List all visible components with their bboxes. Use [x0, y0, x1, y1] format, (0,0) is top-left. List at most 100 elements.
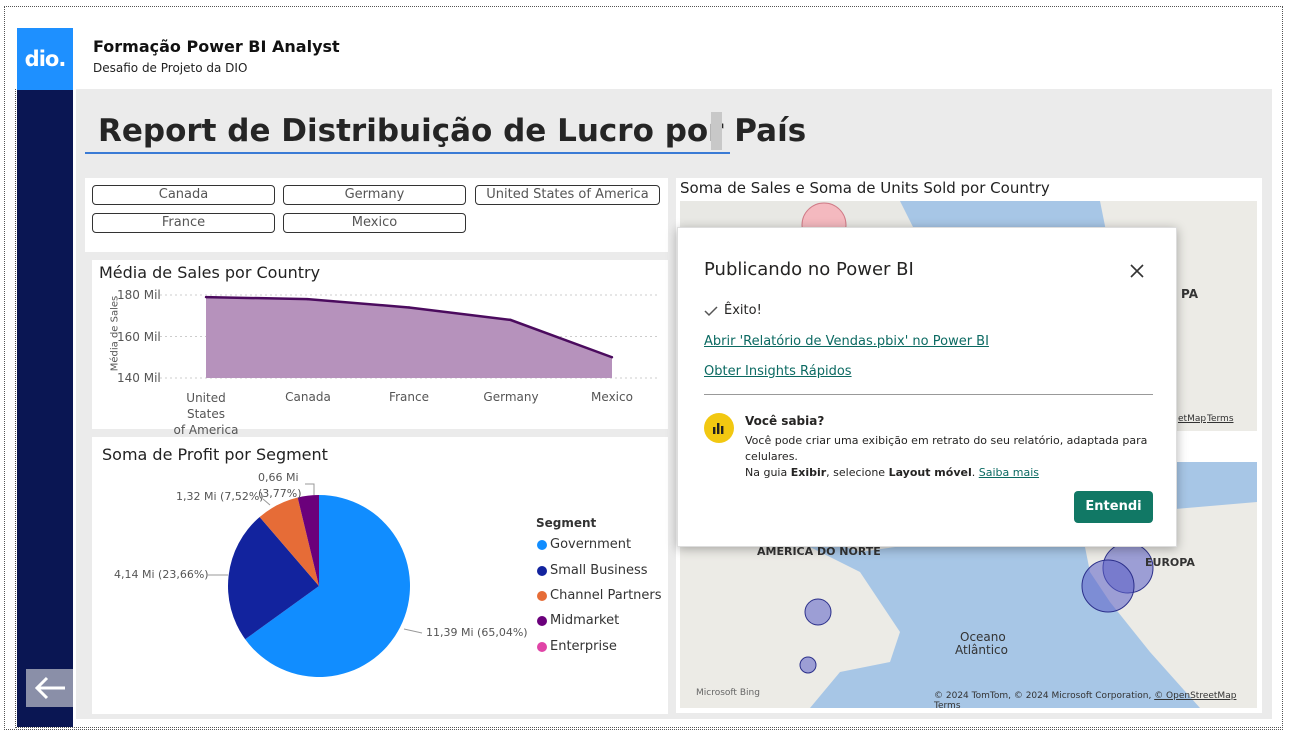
legend-title: Segment [536, 516, 597, 530]
x-tick-usa: United States of America [166, 390, 246, 438]
tip-exibir: Exibir [790, 466, 827, 479]
legend-item-smallbiz[interactable]: Small Business [537, 563, 648, 578]
data-point-4 [610, 356, 614, 359]
success-text: Êxito! [724, 303, 762, 318]
quick-insights-link[interactable]: Obter Insights Rápidos [704, 364, 852, 379]
tip-line-3: Na guia Exibir, selecione Layout móvel. … [745, 465, 1155, 481]
close-icon [1130, 264, 1144, 278]
map-attribution: © 2024 TomTom, © 2024 Microsoft Corporat… [934, 691, 1257, 708]
tip-line-2: celulares. [745, 450, 798, 463]
x-tick-canada: Canada [285, 390, 331, 404]
dio-logo: dio. [17, 28, 73, 90]
legend-item-enterprise[interactable]: Enterprise [537, 639, 617, 654]
tip-line-3-mid: , selecione [826, 466, 889, 479]
slicer-item-canada[interactable]: Canada [92, 185, 275, 205]
tip-icon [704, 413, 734, 443]
legend-item-channel[interactable]: Channel Partners [537, 588, 662, 603]
data-point-3 [509, 318, 512, 322]
pie-label-midmarket-2: (3,77%) [258, 487, 302, 500]
y-tick-180: 180 Mil [117, 288, 161, 302]
tip-line-1: Você pode criar uma exibição em retrato … [745, 434, 1148, 447]
pie-plot [208, 483, 423, 677]
report-frame [15, 89, 1283, 728]
dialog-divider [704, 394, 1153, 395]
legend-item-government[interactable]: Government [537, 537, 631, 552]
x-tick-mexico: Mexico [591, 390, 633, 404]
pie-leader-3 [305, 483, 315, 495]
legend-label-smallbiz: Small Business [550, 563, 648, 578]
map-label-europa-top: PA [1181, 287, 1198, 301]
slicer-item-germany[interactable]: Germany [283, 185, 466, 205]
logo-text: dio. [24, 47, 67, 71]
map-label-ocean-1: Oceano [960, 630, 1006, 644]
map-title: Soma de Sales e Soma de Units Sold por C… [680, 179, 1050, 197]
data-point-2 [407, 306, 411, 309]
map-attribution-text: © 2024 TomTom, © 2024 Microsoft Corporat… [934, 691, 1152, 701]
phone-chart-icon [713, 423, 724, 434]
dialog-title: Publicando no Power BI [704, 259, 914, 280]
slicer-item-usa[interactable]: United States of America [475, 185, 660, 205]
pie-title: Soma de Profit por Segment [102, 445, 328, 464]
slicer-item-mexico[interactable]: Mexico [283, 213, 466, 233]
close-button[interactable] [1127, 261, 1147, 281]
report-title: Report de Distribuição de Lucro por País [98, 113, 807, 149]
pie-slice-midmarket [297, 495, 319, 586]
app-title: Formação Power BI Analyst [93, 37, 340, 56]
map-label-north-america: AMÉRICA DO NORTE [757, 545, 881, 558]
got-it-button[interactable]: Entendi [1074, 491, 1153, 523]
pie-slice-small-business [227, 517, 319, 640]
sidebar [17, 28, 73, 727]
legend-dot-channel [537, 590, 547, 601]
tip-body: Você pode criar uma exibição em retrato … [745, 433, 1155, 481]
area-fill [206, 297, 612, 378]
data-point-1 [306, 297, 309, 301]
avg-sales-title: Média de Sales por Country [99, 263, 321, 282]
country-slicer: Canada Germany United States of America … [85, 178, 668, 252]
legend-dot-midmarket [537, 615, 547, 626]
map-label-europa: EUROPA [1145, 556, 1195, 569]
pie-label-channel: 1,32 Mi (7,52%) [176, 490, 264, 503]
learn-more-link[interactable]: Saiba mais [978, 466, 1039, 479]
pie-leader-2 [262, 498, 271, 506]
slicer-item-france[interactable]: France [92, 213, 275, 233]
checkmark-icon [704, 305, 718, 316]
pie-label-government: 11,39 Mi (65,04%) [426, 626, 528, 639]
legend-label-government: Government [550, 537, 632, 552]
osm-link[interactable]: © OpenStreetMap [1154, 691, 1237, 701]
tip-layout: Layout móvel [888, 466, 972, 479]
back-button[interactable] [26, 669, 73, 707]
pie-slice-channel-partners [259, 497, 319, 586]
tip-line-3-dot: . [971, 466, 976, 479]
success-row: Êxito! [704, 303, 762, 318]
arrow-left-icon [34, 676, 65, 700]
bing-logo: Microsoft Bing [696, 688, 760, 698]
map-top-credit: etMap [1178, 414, 1207, 424]
legend-label-midmarket: Midmarket [550, 613, 620, 628]
area-plot [160, 294, 658, 379]
pie-label-smallbiz: 4,14 Mi (23,66%) [114, 568, 209, 581]
publish-dialog: Publicando no Power BI Êxito! Abrir 'Rel… [677, 227, 1177, 547]
x-tick-germany: Germany [483, 390, 539, 404]
map-terms[interactable]: Terms [934, 701, 961, 708]
open-report-link[interactable]: Abrir 'Relatório de Vendas.pbix' no Powe… [704, 334, 989, 349]
data-point-0 [204, 295, 208, 299]
pie-slice-government [245, 495, 410, 677]
pie-leader-0 [403, 628, 423, 634]
legend-label-channel: Channel Partners [550, 588, 662, 603]
y-tick-160: 160 Mil [117, 330, 161, 344]
map-top-terms[interactable]: Terms [1207, 414, 1234, 424]
legend-dot-enterprise [537, 641, 547, 652]
title-underline [85, 152, 730, 154]
x-tick-france: France [389, 390, 429, 404]
title-cursor [711, 112, 722, 150]
y-tick-140: 140 Mil [117, 371, 161, 385]
tip-line-3-prefix: Na guia [745, 466, 791, 479]
legend-dot-government [537, 539, 547, 550]
legend-dot-smallbiz [537, 565, 547, 576]
map-label-ocean-2: Atlântico [955, 643, 1008, 657]
avg-sales-chart[interactable]: Média de Sales por Country Média de Sale… [92, 260, 668, 437]
app-subtitle: Desafio de Projeto da DIO [93, 61, 248, 75]
tip-title: Você sabia? [745, 414, 825, 428]
profit-pie-chart[interactable]: Soma de Profit por Segment 0,66 Mi (3,77… [92, 437, 668, 714]
legend-item-midmarket[interactable]: Midmarket [537, 613, 619, 628]
